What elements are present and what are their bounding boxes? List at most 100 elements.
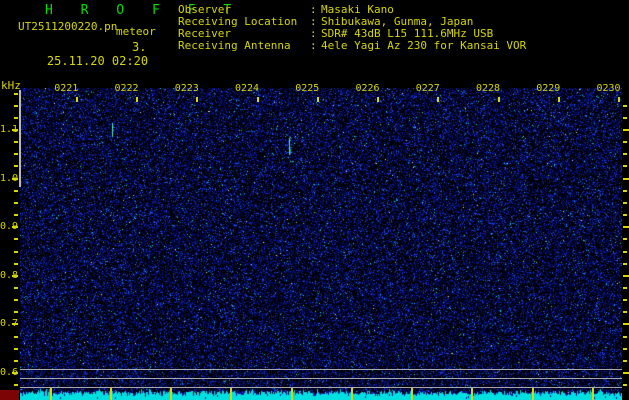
y-tick-right: [623, 299, 627, 302]
station-info: Observer: Masaki Kano Receiving Location:…: [178, 4, 526, 52]
x-tick-top: [136, 97, 138, 102]
y-tick-left: [14, 238, 18, 241]
y-tick-left: [14, 359, 18, 362]
y-tick-right: [623, 141, 627, 144]
x-axis-label: 0222: [114, 83, 139, 94]
y-tick-left: [12, 177, 18, 180]
x-tick-top: [437, 97, 440, 102]
y-tick-right: [623, 226, 629, 229]
info-label: Receiver: [178, 27, 231, 40]
y-tick-right: [623, 189, 627, 192]
y-tick-left: [14, 335, 18, 338]
y-tick-left: [14, 311, 18, 314]
y-tick-right: [623, 335, 627, 338]
reference-line: [20, 369, 622, 370]
info-label: Observer: [178, 3, 231, 16]
y-tick-left: [14, 153, 18, 156]
y-axis-unit-label: kHz: [1, 79, 21, 92]
mode-label: meteor: [116, 25, 156, 38]
info-value: SDR# 43dB L15 111.6MHz USB: [321, 27, 494, 40]
x-axis-label: 0230: [596, 83, 621, 94]
datetime-row: 25.11.20 02:20 3.: [18, 40, 148, 96]
y-axis-label: 1.0: [0, 172, 19, 184]
x-axis-label: 0224: [235, 83, 260, 94]
y-tick-right: [623, 372, 629, 374]
x-tick-minute-band: [291, 388, 293, 400]
y-axis-label: 1.1: [0, 124, 19, 135]
info-label: Receiving Location: [178, 15, 298, 28]
x-tick-minute-band: [471, 388, 473, 400]
y-tick-right: [623, 177, 629, 180]
y-tick-right: [623, 250, 627, 253]
y-axis-label: 0.7: [0, 318, 19, 330]
corner-block: [0, 390, 19, 400]
y-tick-left: [12, 129, 18, 131]
y-tick-right: [623, 165, 627, 168]
y-tick-left: [14, 165, 18, 168]
x-tick-minute-band: [230, 388, 232, 400]
x-tick-top: [377, 97, 379, 102]
y-tick-left: [14, 141, 18, 144]
x-axis-label: 0223: [174, 83, 199, 94]
y-tick-right: [623, 347, 627, 350]
x-tick-minute-band: [50, 388, 52, 400]
x-tick-minute-band: [532, 388, 534, 400]
info-value: 4ele Yagi Az 230 for Kansai VOR: [321, 39, 527, 52]
x-tick-minute-band: [411, 388, 413, 400]
x-tick-top: [256, 97, 259, 102]
y-tick-right: [623, 116, 627, 119]
y-tick-left: [12, 274, 18, 277]
x-axis-label: 0229: [536, 83, 561, 94]
x-tick-minute-band: [592, 388, 594, 400]
y-tick-right: [623, 129, 629, 131]
y-axis-label: 0.8: [0, 269, 19, 281]
y-tick-left: [14, 214, 18, 217]
x-tick-top: [618, 97, 620, 102]
info-row-receiver: Receiver: SDR# 43dB L15 111.6MHz USB: [178, 27, 494, 40]
y-tick-right: [623, 238, 627, 241]
x-tick-top: [196, 97, 199, 102]
y-tick-right: [623, 214, 627, 217]
y-tick-left: [14, 286, 18, 289]
y-tick-left: [14, 104, 18, 107]
x-tick-top: [75, 97, 78, 102]
x-tick-minute-band: [351, 388, 353, 400]
info-label: Receiving Antenna: [178, 39, 291, 52]
y-tick-right: [623, 153, 627, 156]
capture-filename: UT2511200220.pn: [18, 20, 118, 33]
y-tick-left: [12, 323, 18, 326]
info-value: Shibukawa, Gunma, Japan: [321, 15, 474, 28]
reference-line: [20, 378, 622, 379]
reference-line: [20, 387, 622, 388]
y-tick-right: [623, 384, 627, 387]
y-tick-left: [14, 347, 18, 350]
x-axis-label: 0227: [415, 83, 440, 94]
y-tick-left: [14, 384, 18, 387]
y-tick-right: [623, 262, 627, 265]
y-tick-right: [623, 323, 629, 326]
capture-datetime: 25.11.20 02:20: [46, 54, 149, 68]
info-row-observer: Observer: Masaki Kano: [178, 3, 394, 16]
y-tick-left: [14, 250, 18, 253]
x-axis-label: 0225: [295, 83, 320, 94]
y-tick-left: [14, 189, 18, 192]
spectrogram-canvas: [20, 88, 622, 400]
y-tick-right: [623, 286, 627, 289]
y-tick-left: [12, 372, 18, 374]
y-axis-label: 0.6: [0, 367, 19, 378]
y-tick-left: [14, 262, 18, 265]
y-tick-right: [623, 359, 627, 362]
x-axis-label: 0221: [54, 83, 79, 94]
left-edge-artifact-line: [19, 90, 21, 187]
y-axis-label: 0.9: [0, 221, 19, 233]
y-tick-left: [14, 116, 18, 119]
y-tick-right: [623, 104, 627, 107]
info-value: Masaki Kano: [321, 3, 394, 16]
y-tick-right: [623, 274, 629, 277]
x-tick-top: [497, 97, 500, 102]
x-tick-minute-band: [170, 388, 172, 400]
echo-counter: 3.: [132, 40, 147, 54]
x-tick-top: [557, 97, 560, 102]
info-row-antenna: Receiving Antenna:4ele Yagi Az 230 for K…: [178, 39, 527, 52]
